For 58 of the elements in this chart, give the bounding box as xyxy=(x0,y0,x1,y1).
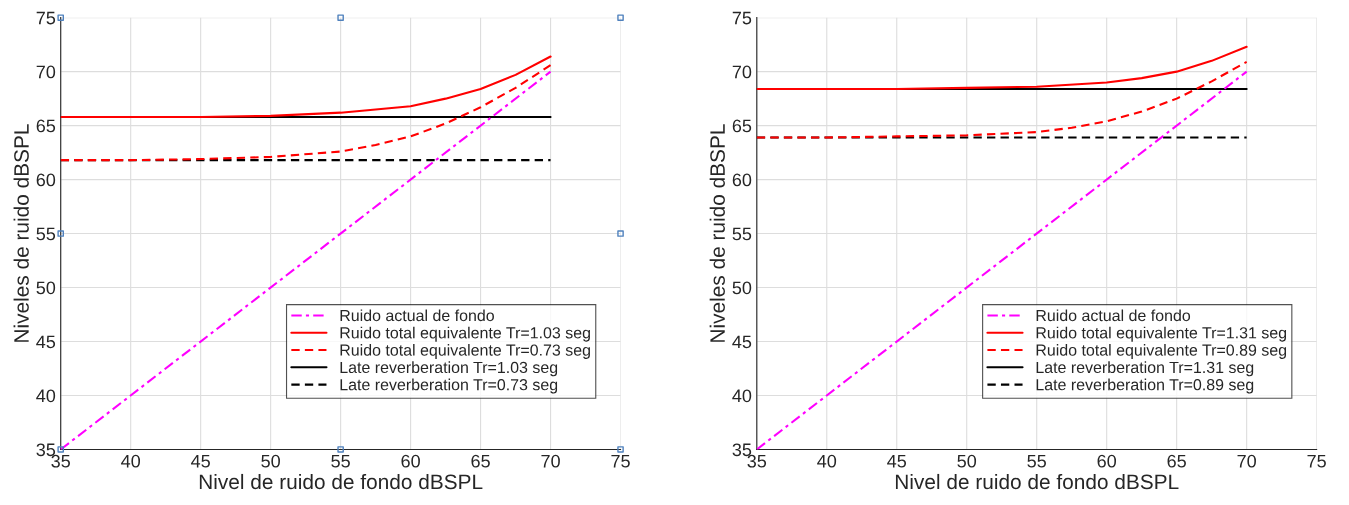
x-tick-label: 60 xyxy=(1097,454,1117,468)
x-tick-label: 45 xyxy=(887,454,907,468)
legend-label: Ruido total equivalente Tr=1.03 seg xyxy=(340,326,590,342)
point xyxy=(57,230,64,237)
point xyxy=(57,446,64,453)
x-tick-label: 50 xyxy=(261,454,280,468)
line-series xyxy=(60,64,552,162)
point xyxy=(617,446,624,453)
y-tick-label: 40 xyxy=(732,389,752,403)
point xyxy=(617,230,624,237)
x-tick-label: 55 xyxy=(331,454,350,468)
legend-label: Ruido total equivalente Tr=1.31 seg xyxy=(1036,326,1287,342)
y-tick-label: 65 xyxy=(36,119,56,133)
legend-label: Late reverberation Tr=0.89 seg xyxy=(1036,378,1254,394)
x-tick-label: 70 xyxy=(1237,454,1256,468)
y-tick-label: 40 xyxy=(36,389,56,403)
line-series xyxy=(756,45,1248,90)
line-series xyxy=(60,55,552,119)
legend-label: Ruido actual de fondo xyxy=(1036,309,1191,322)
y-tick-label: 45 xyxy=(36,335,56,349)
legend-label: Ruido total equivalente Tr=0.73 seg xyxy=(340,344,590,359)
y-tick-label: 50 xyxy=(732,281,752,295)
x-tick-label: 75 xyxy=(611,454,630,468)
x-tick-label: 55 xyxy=(1027,454,1046,468)
x-tick-label: 65 xyxy=(471,454,490,468)
x-tick-label: 40 xyxy=(121,454,141,468)
y-tick-label: 50 xyxy=(36,281,56,295)
legend-label: Ruido total equivalente Tr=0.89 seg xyxy=(1036,344,1287,359)
line-series xyxy=(756,60,1248,139)
x-axis-title: Nivel de ruido de fondo dBSPL xyxy=(199,473,483,490)
y-tick-label: 75 xyxy=(732,11,752,25)
x-tick-label: 40 xyxy=(817,454,837,468)
legend-label: Late reverberation Tr=1.31 seg xyxy=(1036,361,1254,377)
x-tick-label: 50 xyxy=(957,454,977,468)
x-tick-label: 65 xyxy=(1167,454,1186,468)
x-tick-label: 60 xyxy=(401,454,420,468)
x-tick-label: 70 xyxy=(541,454,560,468)
y-tick-label: 70 xyxy=(36,65,56,79)
legend-label: Late reverberation Tr=0.73 seg xyxy=(340,378,558,394)
legend-label: Late reverberation Tr=1.03 seg xyxy=(340,361,558,377)
point xyxy=(337,14,344,21)
x-tick-label: 75 xyxy=(1307,454,1326,468)
point xyxy=(57,14,64,21)
x-tick-label: 45 xyxy=(191,454,210,468)
y-tick-label: 60 xyxy=(732,173,752,187)
y-axis-title: Niveles de ruido dBSPL xyxy=(709,124,725,342)
y-tick-label: 75 xyxy=(36,11,56,25)
x-axis-title: Nivel de ruido de fondo dBSPL xyxy=(895,473,1179,490)
point xyxy=(337,446,344,453)
y-tick-label: 60 xyxy=(36,173,56,187)
y-tick-label: 55 xyxy=(732,227,752,241)
y-tick-label: 45 xyxy=(732,335,752,349)
y-axis-title: Niveles de ruido dBSPL xyxy=(13,124,29,342)
legend-label: Ruido actual de fondo xyxy=(340,309,494,322)
y-tick-label: 55 xyxy=(36,227,56,241)
y-tick-label: 70 xyxy=(732,65,752,79)
point xyxy=(617,14,624,21)
y-tick-label: 65 xyxy=(732,119,752,133)
